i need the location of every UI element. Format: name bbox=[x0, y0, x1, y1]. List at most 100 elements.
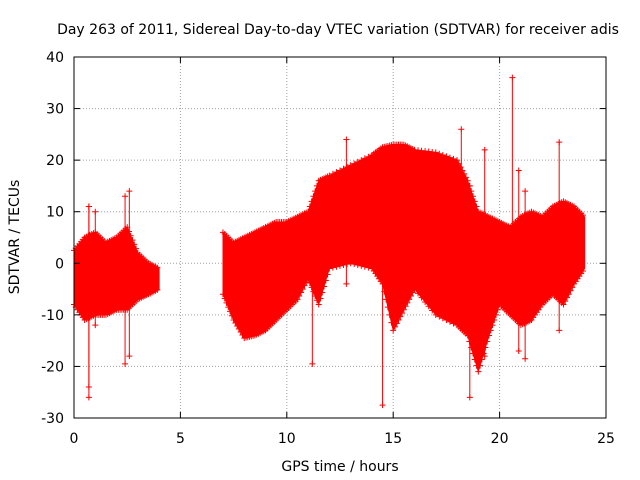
data-point bbox=[522, 355, 529, 362]
data-point bbox=[354, 262, 361, 269]
data-point bbox=[129, 237, 136, 244]
data-point bbox=[489, 322, 496, 329]
data-point bbox=[383, 296, 390, 303]
data-point bbox=[461, 170, 468, 177]
data-point bbox=[122, 193, 129, 200]
data-point bbox=[219, 291, 226, 298]
data-point bbox=[223, 299, 230, 306]
data-point bbox=[388, 319, 395, 326]
data-point bbox=[343, 136, 350, 143]
data-point bbox=[297, 289, 304, 296]
data-point bbox=[85, 384, 92, 391]
data-point bbox=[154, 286, 161, 293]
data-point bbox=[228, 312, 235, 319]
data-point bbox=[522, 188, 529, 195]
data-point bbox=[468, 344, 475, 351]
y-axis-label: SDTVAR / TECUs bbox=[7, 180, 23, 295]
data-point bbox=[481, 353, 488, 360]
data-point bbox=[450, 320, 457, 327]
data-point bbox=[450, 155, 457, 162]
data-point bbox=[457, 164, 464, 171]
data-point bbox=[321, 283, 328, 290]
data-point bbox=[562, 298, 569, 305]
data-point bbox=[567, 287, 574, 294]
data-point bbox=[309, 249, 316, 256]
data-point bbox=[337, 167, 343, 174]
data-point bbox=[439, 315, 446, 322]
data-point bbox=[306, 203, 313, 210]
data-point bbox=[487, 327, 494, 334]
data-point bbox=[235, 326, 242, 333]
data-point bbox=[227, 308, 234, 315]
data-point bbox=[315, 301, 322, 308]
data-point bbox=[400, 306, 407, 313]
data-point bbox=[299, 286, 306, 293]
data-point bbox=[309, 360, 316, 367]
data-point bbox=[379, 249, 386, 256]
data-point bbox=[301, 282, 308, 289]
data-point bbox=[313, 182, 320, 189]
data-point bbox=[85, 203, 92, 210]
data-point bbox=[436, 313, 443, 320]
data-point bbox=[481, 146, 488, 153]
data-point bbox=[329, 264, 336, 271]
data-point bbox=[133, 245, 140, 252]
data-point bbox=[493, 311, 500, 318]
data-point bbox=[397, 313, 404, 320]
data-point bbox=[294, 296, 301, 303]
data-point bbox=[471, 198, 478, 205]
data-point bbox=[425, 303, 432, 310]
y-tick-label: 20 bbox=[46, 153, 64, 169]
data-point bbox=[399, 310, 406, 317]
data-point bbox=[127, 232, 134, 239]
data-point bbox=[131, 241, 138, 248]
data-point bbox=[312, 292, 319, 299]
x-tick-label: 10 bbox=[278, 431, 296, 447]
x-tick-label: 20 bbox=[491, 431, 509, 447]
y-tick-label: -10 bbox=[41, 308, 64, 324]
data-point bbox=[296, 292, 303, 299]
data-point bbox=[92, 208, 99, 215]
data-point bbox=[470, 193, 476, 200]
data-point bbox=[313, 297, 320, 304]
data-point bbox=[411, 286, 418, 293]
data-point bbox=[466, 182, 473, 189]
data-point bbox=[477, 362, 484, 369]
data-point bbox=[310, 193, 317, 200]
data-point bbox=[515, 347, 522, 354]
data-point bbox=[344, 164, 351, 171]
x-tick-label: 25 bbox=[597, 431, 615, 447]
data-point bbox=[468, 188, 475, 195]
y-tick-label: 40 bbox=[46, 50, 64, 66]
data-point bbox=[324, 271, 331, 278]
data-point bbox=[317, 295, 324, 302]
data-point bbox=[326, 172, 333, 179]
data-point bbox=[340, 165, 347, 172]
data-point bbox=[326, 265, 333, 272]
data-point bbox=[404, 299, 411, 306]
data-point bbox=[439, 151, 446, 158]
data-point bbox=[351, 160, 358, 167]
data-point bbox=[466, 394, 473, 401]
data-point bbox=[485, 332, 492, 339]
x-tick-label: 15 bbox=[384, 431, 402, 447]
data-point bbox=[446, 318, 453, 325]
data-point bbox=[386, 311, 393, 318]
plot-frame bbox=[73, 56, 607, 419]
data-point bbox=[436, 150, 443, 157]
data-point bbox=[358, 157, 365, 164]
data-point bbox=[333, 169, 340, 176]
data-point bbox=[305, 275, 312, 282]
data-point bbox=[556, 327, 563, 334]
data-point bbox=[422, 298, 429, 305]
data-point bbox=[579, 268, 586, 275]
data-point bbox=[308, 198, 315, 205]
y-tick-label: -20 bbox=[41, 359, 64, 375]
data-point bbox=[347, 260, 354, 267]
data-point bbox=[390, 327, 397, 334]
data-point bbox=[446, 154, 453, 161]
data-point bbox=[358, 262, 365, 269]
data-point bbox=[432, 149, 439, 156]
data-point bbox=[480, 350, 487, 357]
y-tick-label: 30 bbox=[46, 102, 64, 118]
